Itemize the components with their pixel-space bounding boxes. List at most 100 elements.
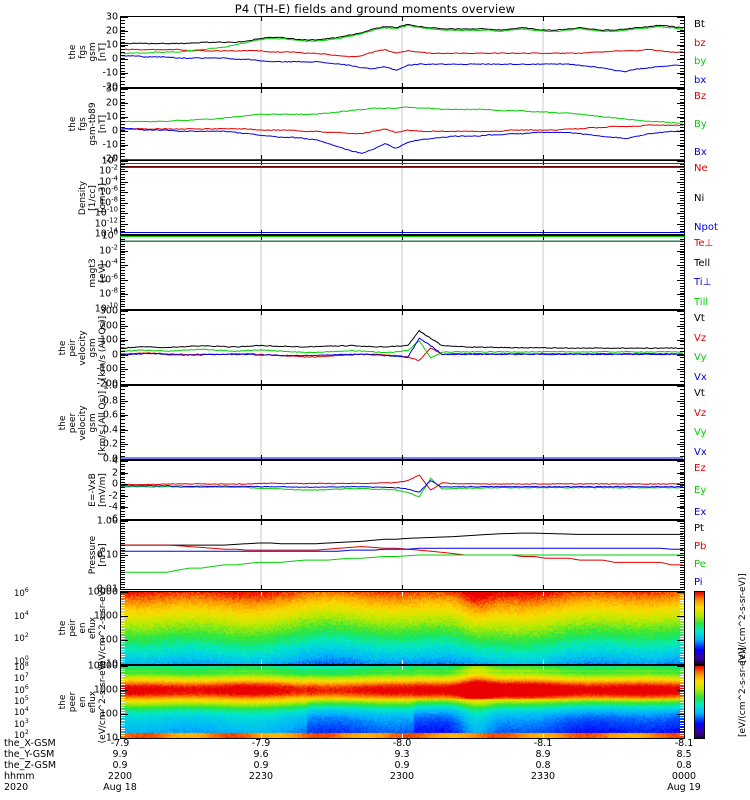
y-tick-label: 0 — [111, 53, 118, 65]
y-minor-tick — [680, 337, 684, 339]
x-tick-mark — [120, 305, 121, 309]
panel-separator-line — [120, 163, 685, 164]
y-minor-tick — [680, 638, 684, 640]
y-tick-mark — [121, 386, 128, 387]
y-tick-mark — [121, 521, 128, 522]
y-minor-tick — [680, 168, 684, 170]
axis-title-word: (eV/cm^2-s-sr-eV) — [98, 660, 108, 744]
y-minor-tick — [680, 251, 684, 253]
bottom-axis-value: 8.9 — [535, 749, 551, 760]
y-minor-tick — [680, 432, 684, 434]
y-minor-tick — [680, 513, 684, 515]
y-tick-mark — [677, 429, 684, 431]
y-minor-tick — [680, 720, 684, 721]
axis-title-word: peir — [68, 338, 78, 357]
y-minor-tick — [121, 179, 125, 181]
axis-title-word: eflux — [88, 616, 98, 640]
x-tick-mark — [120, 521, 121, 525]
y-minor-tick — [121, 597, 125, 599]
series-Pi — [121, 547, 683, 552]
y-tick-mark — [677, 400, 684, 402]
y-minor-tick — [121, 202, 125, 204]
series-plot — [121, 461, 684, 519]
y-tick-mark — [121, 616, 128, 617]
y-minor-tick — [680, 155, 684, 157]
y-minor-tick — [121, 168, 125, 170]
y-minor-tick — [680, 625, 684, 627]
y-minor-tick — [121, 29, 125, 31]
y-minor-tick — [680, 722, 684, 724]
y-minor-tick — [121, 77, 125, 79]
y-minor-tick — [680, 555, 684, 556]
series-Vt — [121, 329, 684, 350]
y-minor-tick — [121, 492, 125, 494]
y-minor-tick — [121, 508, 125, 510]
y-tick-mark — [677, 45, 684, 46]
y-minor-tick — [680, 704, 684, 706]
y-minor-tick — [680, 71, 684, 73]
y-minor-tick — [680, 412, 684, 414]
y-minor-tick — [680, 314, 684, 316]
y-minor-tick — [121, 691, 125, 693]
y-tick-label: -2 — [108, 490, 118, 502]
y-tick-mark — [677, 714, 684, 715]
y-minor-tick — [121, 643, 125, 645]
y-minor-tick — [121, 344, 125, 346]
y-minor-tick — [680, 324, 684, 326]
y-minor-tick — [680, 374, 684, 376]
axis-title-word: gsm-tb89 — [88, 102, 98, 146]
y-minor-tick — [680, 727, 684, 729]
y-minor-tick — [121, 471, 125, 473]
y-tick-label: 10-14 — [94, 226, 118, 240]
colorbar-tick-label: 106 — [14, 587, 29, 599]
y-minor-tick — [121, 130, 125, 132]
y-minor-tick — [680, 55, 684, 57]
y-minor-tick — [680, 364, 684, 366]
y-tick-label: 10-2 — [99, 163, 118, 177]
y-minor-tick — [680, 508, 684, 510]
y-minor-tick — [121, 55, 125, 57]
y-minor-tick — [680, 730, 684, 732]
y-tick-label: 10-8 — [99, 195, 118, 209]
y-minor-tick — [680, 525, 684, 527]
y-minor-tick — [680, 45, 684, 47]
y-tick-mark — [677, 31, 684, 32]
y-minor-tick — [121, 52, 125, 53]
y-tick-label: 2 — [111, 467, 118, 479]
y-minor-tick — [121, 108, 125, 110]
x-tick-mark — [261, 155, 262, 159]
y-minor-tick — [680, 377, 684, 379]
y-tick-mark — [121, 589, 128, 590]
y-tick-mark — [677, 666, 684, 667]
y-tick-label: -100 — [96, 363, 118, 375]
y-minor-tick — [121, 482, 125, 484]
y-tick-label: -20 — [102, 81, 118, 93]
y-minor-tick — [680, 725, 684, 727]
y-minor-tick — [121, 64, 125, 66]
y-minor-tick — [121, 696, 125, 698]
y-minor-tick — [680, 630, 684, 632]
x-tick-mark — [543, 521, 544, 525]
y-minor-tick — [121, 218, 125, 220]
bottom-axis-row-label: 2020 — [4, 782, 29, 793]
y-minor-tick — [121, 725, 125, 727]
legend-item-Bx: Bx — [694, 147, 707, 158]
y-minor-tick — [680, 646, 684, 647]
y-minor-tick — [121, 200, 125, 202]
y-minor-tick — [121, 676, 125, 678]
y-minor-tick — [680, 231, 684, 233]
page-title: P4 (TH-E) fields and ground moments over… — [234, 2, 516, 16]
y-tick-mark — [677, 444, 684, 446]
y-minor-tick — [121, 516, 125, 518]
y-minor-tick — [121, 599, 125, 601]
y-tick-mark — [677, 325, 684, 327]
y-minor-tick — [121, 540, 125, 542]
y-minor-tick — [680, 74, 684, 76]
y-tick-mark — [121, 265, 128, 267]
y-minor-tick — [121, 497, 125, 499]
x-tick-mark — [120, 386, 121, 390]
y-minor-tick — [121, 622, 125, 624]
y-minor-tick — [680, 399, 684, 401]
y-minor-tick — [680, 503, 684, 505]
y-minor-tick — [121, 449, 125, 451]
